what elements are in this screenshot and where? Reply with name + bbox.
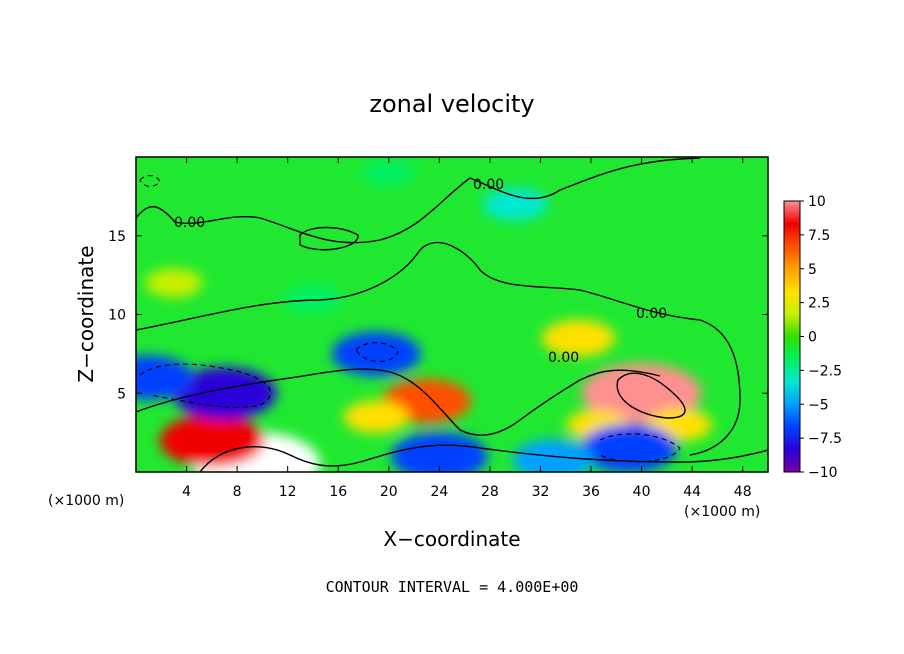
colorbar-tick-label: −2.5 xyxy=(808,363,842,379)
neg-contour-blue-top xyxy=(355,342,399,363)
z-unit-label: (×1000 m) xyxy=(684,504,760,520)
x-tick-label: 4 xyxy=(182,484,191,500)
y-tick-label: 15 xyxy=(108,229,126,245)
colorbar-tick-label: −7.5 xyxy=(808,431,842,447)
x-tick-label: 48 xyxy=(734,484,752,500)
field-feature xyxy=(541,319,616,357)
contour-labels: 0.00 0.00 0.00 0.00 xyxy=(174,177,667,366)
zero-contour-lower xyxy=(136,368,661,436)
colorbar-tick-label: 5 xyxy=(808,262,817,278)
x-tick-label: 28 xyxy=(481,484,499,500)
contour-lines xyxy=(136,157,768,472)
colorbar: 10 7.5 5 2.5 0 −2.5 −5 −7.5 −10 xyxy=(783,194,842,481)
neg-contour-left xyxy=(139,363,271,408)
field-feature xyxy=(391,432,488,472)
colorbar-tick-label: −5 xyxy=(808,397,829,413)
neg-contour-topleft xyxy=(139,174,161,187)
x-axis-label: X−coordinate xyxy=(383,527,520,551)
x-tick-label: 12 xyxy=(279,484,297,500)
x-tick-label: 36 xyxy=(582,484,600,500)
x-tick-label: 44 xyxy=(683,484,701,500)
field-feature xyxy=(580,424,678,472)
field-feature xyxy=(136,355,194,400)
contour-label: 0.00 xyxy=(548,350,579,366)
colorbar-bar xyxy=(783,200,801,473)
zero-contour-bottom xyxy=(199,444,768,472)
colorbar-tick-label: 0 xyxy=(808,330,817,346)
y-tick-label: 5 xyxy=(117,386,126,402)
x-axis-ticks: 4 8 12 16 20 24 28 32 36 40 44 48 xyxy=(182,157,752,500)
y-axis-ticks: 5 10 15 xyxy=(108,229,768,402)
negative-contours xyxy=(139,174,681,463)
zero-contour-upper xyxy=(136,157,701,244)
field-feature xyxy=(172,367,277,420)
x-tick-label: 40 xyxy=(633,484,651,500)
field-feature xyxy=(145,268,203,298)
colorbar-tick-label: 10 xyxy=(808,194,826,210)
x-tick-label: 24 xyxy=(430,484,448,500)
colorbar-tick-label: 7.5 xyxy=(808,228,830,244)
x-unit-label: (×1000 m) xyxy=(48,493,124,509)
plot-area xyxy=(136,157,768,472)
colorbar-tick-label: −10 xyxy=(808,465,838,481)
x-tick-label: 8 xyxy=(233,484,242,500)
field-feature xyxy=(482,187,548,221)
field-feature xyxy=(284,284,342,314)
neg-contour-bottom-right xyxy=(599,433,681,463)
field-feature xyxy=(581,363,702,424)
colorbar-tick-label: 2.5 xyxy=(808,296,830,312)
field-feature xyxy=(361,159,416,187)
x-tick-label: 32 xyxy=(532,484,550,500)
contour-label: 0.00 xyxy=(636,306,667,322)
x-tick-label: 20 xyxy=(380,484,398,500)
contour-max xyxy=(616,372,686,419)
contour-label: 0.00 xyxy=(174,215,205,231)
field-feature xyxy=(159,414,265,467)
field-feature xyxy=(512,439,594,472)
contour-left-hill xyxy=(299,226,359,251)
contour-interval-note: CONTOUR INTERVAL = 4.000E+00 xyxy=(326,578,579,596)
chart-title: zonal velocity xyxy=(369,90,534,118)
zero-contour-mid xyxy=(136,241,741,456)
x-tick-label: 16 xyxy=(329,484,347,500)
contour-label: 0.00 xyxy=(473,177,504,193)
y-axis-label: Z−coordinate xyxy=(74,245,98,382)
field-feature xyxy=(343,400,409,434)
velocity-field xyxy=(136,159,713,472)
field-feature xyxy=(331,331,421,377)
y-tick-label: 10 xyxy=(108,308,126,324)
